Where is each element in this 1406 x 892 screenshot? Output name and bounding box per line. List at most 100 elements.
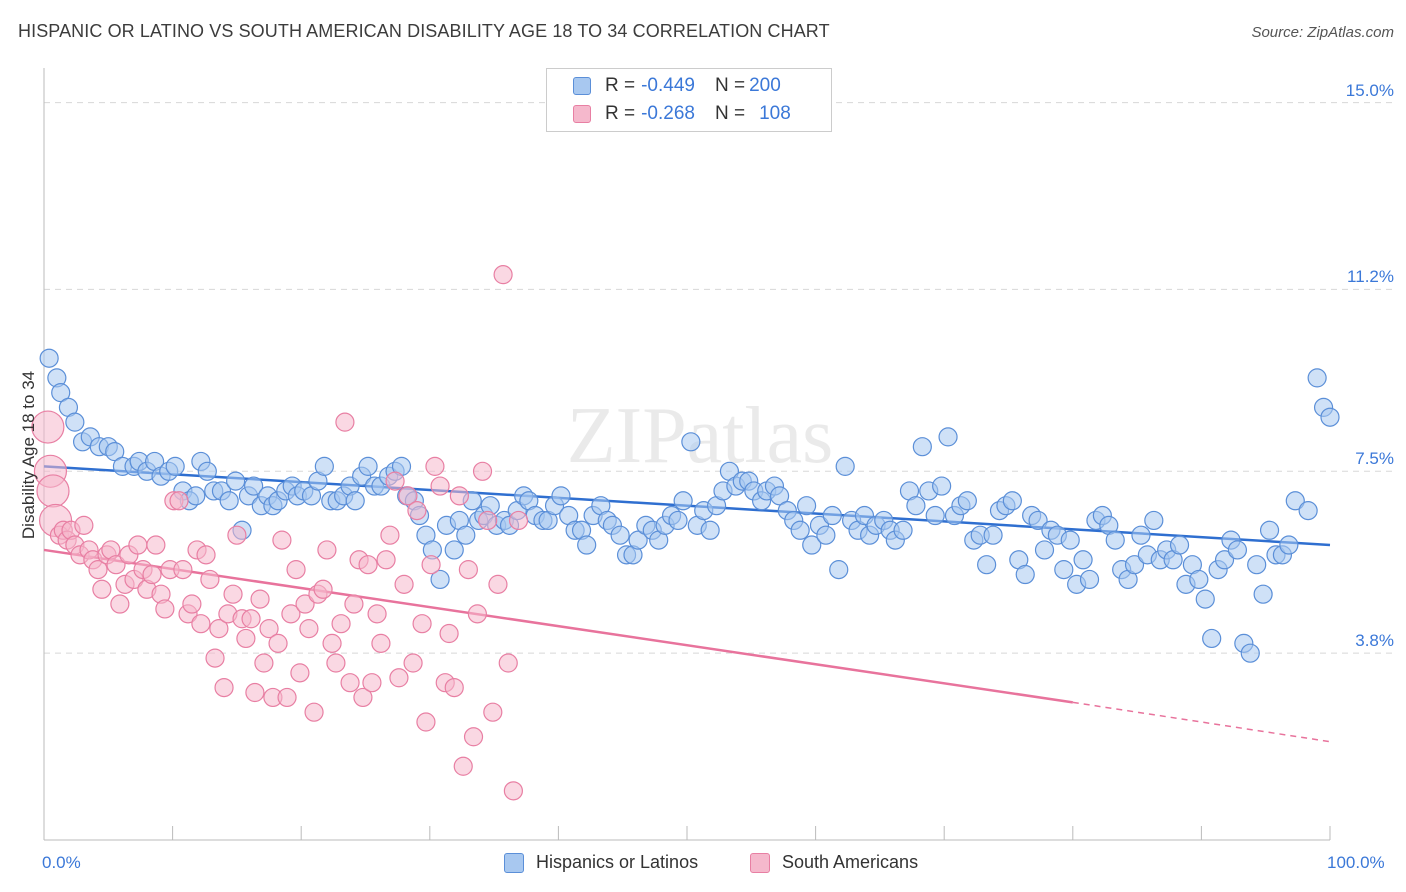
point-hispanic xyxy=(681,432,701,452)
point-south-american xyxy=(478,510,498,531)
point-hispanic xyxy=(65,412,85,432)
point-hispanic xyxy=(610,525,630,545)
point-south-american xyxy=(326,653,346,673)
trend-line-south-american-extension xyxy=(1072,701,1331,743)
point-south-american xyxy=(508,510,529,531)
point-south-american xyxy=(430,476,450,496)
point-hispanic xyxy=(835,456,855,476)
point-south-american xyxy=(503,781,523,801)
point-hispanic xyxy=(906,496,926,516)
point-south-american xyxy=(472,461,493,481)
r-value: -0.268 xyxy=(641,103,695,124)
point-hispanic xyxy=(1144,510,1164,531)
gridlines xyxy=(44,102,1392,654)
point-south-american xyxy=(362,673,382,693)
point-hispanic xyxy=(1259,520,1280,540)
point-south-american xyxy=(110,594,130,614)
y-tick-label: 15.0% xyxy=(1345,80,1394,100)
point-south-american xyxy=(295,594,315,614)
point-south-american xyxy=(483,702,503,722)
point-south-american xyxy=(458,560,478,580)
point-south-american xyxy=(444,677,464,698)
point-south-american xyxy=(313,579,333,599)
source-label: Source: ZipAtlas.com xyxy=(1251,24,1394,41)
point-hispanic xyxy=(1285,491,1305,511)
point-south-american xyxy=(272,530,292,550)
point-hispanic xyxy=(1054,560,1074,580)
point-hispanic xyxy=(1034,540,1055,560)
point-hispanic xyxy=(1195,589,1215,609)
point-south-american xyxy=(389,668,409,688)
legend-swatch-blue xyxy=(504,852,524,873)
point-south-american xyxy=(416,712,436,732)
point-hispanic xyxy=(430,569,450,590)
point-hispanic xyxy=(1079,569,1100,590)
point-south-american xyxy=(209,619,229,639)
point-south-american xyxy=(196,545,216,565)
point-hispanic xyxy=(39,348,59,368)
point-south-american xyxy=(227,525,247,545)
point-south-american xyxy=(340,673,360,693)
point-hispanic xyxy=(1002,491,1022,511)
y-axis-title: Disability Age 18 to 34 xyxy=(19,370,38,540)
point-south-american xyxy=(214,677,234,698)
point-hispanic xyxy=(1279,535,1299,555)
point-south-american xyxy=(36,474,70,508)
point-hispanic xyxy=(1240,643,1260,663)
point-south-american xyxy=(74,515,94,535)
point-hispanic xyxy=(219,491,239,511)
point-hispanic xyxy=(51,383,71,403)
r-value: -0.449 xyxy=(641,75,695,96)
point-hispanic xyxy=(444,540,464,560)
n-value: 108 xyxy=(759,103,791,124)
point-south-american xyxy=(317,540,337,560)
chart-title: HISPANIC OR LATINO VS SOUTH AMERICAN DIS… xyxy=(18,21,830,41)
point-south-american xyxy=(493,265,513,285)
point-hispanic xyxy=(816,525,836,545)
point-south-american xyxy=(394,574,414,594)
point-south-american xyxy=(92,579,112,599)
point-hispanic xyxy=(1253,584,1273,604)
point-south-american xyxy=(241,609,261,629)
point-south-american xyxy=(421,555,441,575)
point-south-american xyxy=(367,604,387,624)
point-south-american xyxy=(173,560,193,580)
point-hispanic xyxy=(1247,555,1267,575)
point-south-american xyxy=(142,564,162,585)
point-south-american xyxy=(254,653,274,673)
legend-row-hispanic: R = -0.449 N = 200 xyxy=(573,72,781,100)
correlation-legend: R = -0.449 N = 200 R = -0.268 N = 108 xyxy=(546,68,832,132)
x-tick-label-max: 100.0% xyxy=(1327,853,1385,872)
point-hispanic xyxy=(1060,530,1080,550)
point-south-american xyxy=(335,412,355,432)
point-south-american xyxy=(290,663,310,683)
legend-item-hispanics: Hispanics or Latinos xyxy=(504,852,698,873)
point-south-american xyxy=(223,584,243,604)
point-hispanic xyxy=(345,491,365,511)
point-south-american xyxy=(439,623,459,644)
point-hispanic xyxy=(1189,569,1209,590)
legend-label: Hispanics or Latinos xyxy=(536,852,699,872)
point-hispanic xyxy=(165,456,185,476)
axes xyxy=(43,68,1331,841)
point-south-american xyxy=(331,614,351,634)
point-south-american xyxy=(412,614,432,634)
point-south-american xyxy=(463,727,484,747)
legend-row-south-american: R = -0.268 N = 108 xyxy=(573,100,791,128)
point-south-american xyxy=(407,501,427,521)
point-south-american xyxy=(200,569,220,590)
point-south-american xyxy=(268,633,288,653)
point-hispanic xyxy=(244,476,264,496)
point-hispanic xyxy=(1307,368,1327,388)
point-south-american xyxy=(259,619,279,639)
point-hispanic xyxy=(1105,530,1125,550)
point-hispanic xyxy=(673,491,693,511)
legend-item-south-americans: South Americans xyxy=(750,852,918,873)
point-south-american xyxy=(31,410,65,444)
point-hispanic xyxy=(957,491,977,511)
point-hispanic xyxy=(1073,550,1093,570)
point-hispanic xyxy=(912,437,932,457)
point-hispanic xyxy=(628,530,648,550)
legend-swatch-pink xyxy=(750,852,770,873)
